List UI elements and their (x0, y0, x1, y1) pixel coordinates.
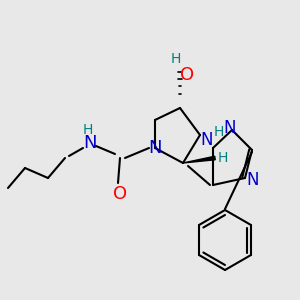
Text: N: N (224, 119, 236, 137)
Text: O: O (113, 185, 127, 203)
Text: N: N (201, 131, 213, 149)
Text: H: H (214, 125, 224, 139)
Text: H: H (83, 123, 93, 137)
Text: H: H (171, 52, 181, 66)
Text: O: O (180, 66, 194, 84)
Polygon shape (183, 156, 215, 163)
Text: N: N (83, 134, 97, 152)
Text: N: N (247, 171, 259, 189)
Text: H: H (218, 151, 228, 165)
Text: N: N (148, 139, 162, 157)
